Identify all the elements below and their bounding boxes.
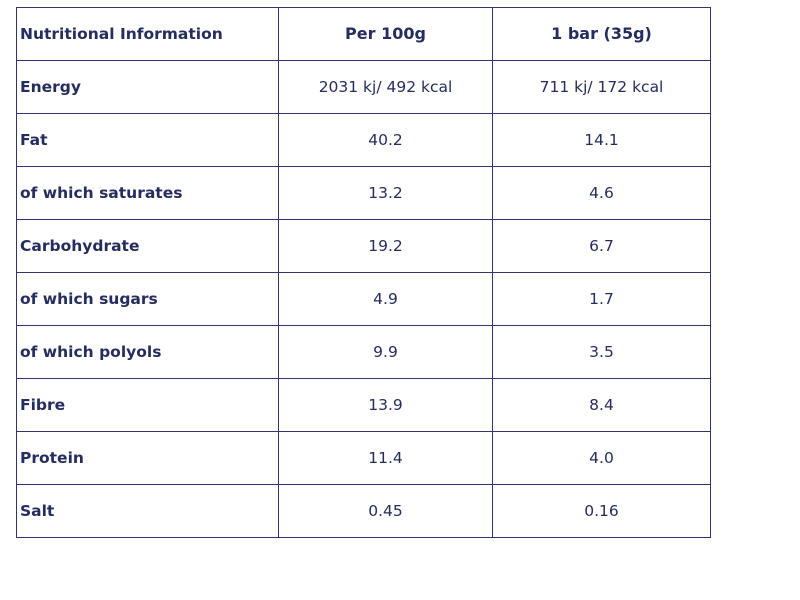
table-row-protein: Protein 11.4 4.0 bbox=[16, 431, 711, 485]
table-row-fibre: Fibre 13.9 8.4 bbox=[16, 378, 711, 432]
per-bar-value: 711 kj/ 172 kcal bbox=[492, 60, 711, 114]
per-100g-value: 4.9 bbox=[278, 272, 493, 326]
per-100g-value: 2031 kj/ 492 kcal bbox=[278, 60, 493, 114]
row-label: Salt bbox=[16, 484, 279, 538]
per-100g-value: 13.9 bbox=[278, 378, 493, 432]
nutrition-table: Nutritional Information Per 100g 1 bar (… bbox=[16, 7, 711, 538]
table-row-energy: Energy 2031 kj/ 492 kcal 711 kj/ 172 kca… bbox=[16, 60, 711, 114]
table-row-salt: Salt 0.45 0.16 bbox=[16, 484, 711, 538]
row-label: of which sugars bbox=[16, 272, 279, 326]
row-label: Energy bbox=[16, 60, 279, 114]
per-bar-value: 6.7 bbox=[492, 219, 711, 273]
per-100g-value: 0.45 bbox=[278, 484, 493, 538]
per-bar-value: 8.4 bbox=[492, 378, 711, 432]
table-header-row: Nutritional Information Per 100g 1 bar (… bbox=[16, 7, 711, 61]
header-per-100g: Per 100g bbox=[278, 7, 493, 61]
table-row-saturates: of which saturates 13.2 4.6 bbox=[16, 166, 711, 220]
row-label: Protein bbox=[16, 431, 279, 485]
per-bar-value: 1.7 bbox=[492, 272, 711, 326]
row-label: of which polyols bbox=[16, 325, 279, 379]
table-row-polyols: of which polyols 9.9 3.5 bbox=[16, 325, 711, 379]
per-100g-value: 9.9 bbox=[278, 325, 493, 379]
per-100g-value: 13.2 bbox=[278, 166, 493, 220]
header-per-bar: 1 bar (35g) bbox=[492, 7, 711, 61]
row-label: Carbohydrate bbox=[16, 219, 279, 273]
header-nutritional-information: Nutritional Information bbox=[16, 7, 279, 61]
table-row-fat: Fat 40.2 14.1 bbox=[16, 113, 711, 167]
per-bar-value: 14.1 bbox=[492, 113, 711, 167]
per-bar-value: 4.6 bbox=[492, 166, 711, 220]
per-bar-value: 3.5 bbox=[492, 325, 711, 379]
table-row-carbohydrate: Carbohydrate 19.2 6.7 bbox=[16, 219, 711, 273]
per-100g-value: 19.2 bbox=[278, 219, 493, 273]
table-row-sugars: of which sugars 4.9 1.7 bbox=[16, 272, 711, 326]
row-label: of which saturates bbox=[16, 166, 279, 220]
per-100g-value: 11.4 bbox=[278, 431, 493, 485]
row-label: Fibre bbox=[16, 378, 279, 432]
row-label: Fat bbox=[16, 113, 279, 167]
per-100g-value: 40.2 bbox=[278, 113, 493, 167]
per-bar-value: 0.16 bbox=[492, 484, 711, 538]
per-bar-value: 4.0 bbox=[492, 431, 711, 485]
